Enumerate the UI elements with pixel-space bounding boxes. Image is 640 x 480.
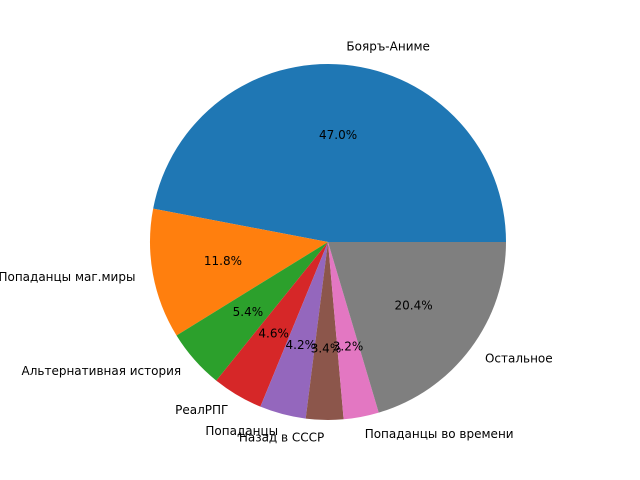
percent-label: 4.6% <box>258 326 289 340</box>
percent-label: 3.2% <box>333 339 364 353</box>
percent-label: 3.4% <box>311 341 342 355</box>
pie-slice <box>328 242 506 413</box>
percent-label: 11.8% <box>204 254 242 268</box>
slice-label: Попаданцы маг.миры <box>0 270 135 284</box>
slice-label: Назад в СССР <box>239 430 324 444</box>
pie-slice <box>153 63 506 242</box>
pie-slice <box>216 242 328 407</box>
percent-label: 5.4% <box>233 305 264 319</box>
percent-label: 4.2% <box>286 338 317 352</box>
slice-label: Бояръ-Аниме <box>346 40 430 54</box>
slice-label: Попаданцы во времени <box>365 427 514 441</box>
slice-label: Альтернативная история <box>22 364 182 378</box>
pie-slice <box>149 208 328 336</box>
pie-slice <box>328 242 379 420</box>
percent-label: 47.0% <box>319 128 357 142</box>
pie-slice <box>176 242 328 381</box>
slice-label: Остальное <box>485 352 553 366</box>
pie-slice <box>260 242 328 419</box>
pie-slice <box>305 242 344 420</box>
slice-label: РеалРПГ <box>175 403 228 417</box>
slice-label: Попаданцы <box>205 424 278 438</box>
percent-label: 20.4% <box>395 298 433 312</box>
